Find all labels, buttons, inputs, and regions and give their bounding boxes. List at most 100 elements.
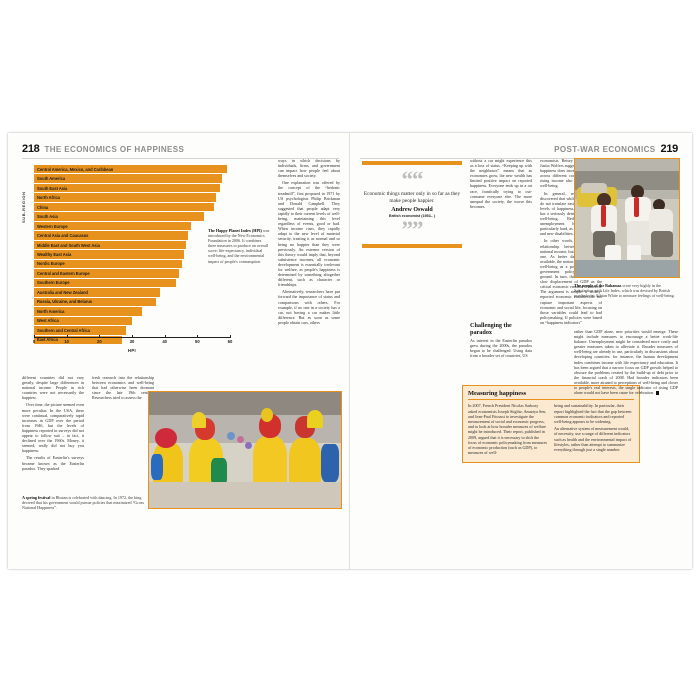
quote-author: Andrew Oswald xyxy=(391,207,433,213)
left-page-body-col1: different countries did not vary greatly… xyxy=(22,375,84,473)
left-running-head: 218 THE ECONOMICS OF HAPPINESS xyxy=(22,141,339,155)
chart-bar-row: Central and Eastern Europe xyxy=(34,269,248,278)
chart-bar-label: Central America, Mexico, and Caribbean xyxy=(37,166,114,172)
body-paragraph: without a car might experience this as a… xyxy=(470,158,532,209)
chart-bar-label: South East Asia xyxy=(37,185,68,191)
body-paragraph: Alternatively, researchers have put forw… xyxy=(278,289,340,325)
axis-tick-label: 50 xyxy=(194,339,200,344)
bhutan-caption-lead: A spring festival xyxy=(22,495,51,500)
measuring-happiness-rule xyxy=(468,399,634,401)
chart-bar-row: Central Asia and Caucasus xyxy=(34,231,248,240)
body-paragraph: In other words, there is some relationsh… xyxy=(540,238,602,325)
chart-bar-row: Russia, Ukraine, and Belarus xyxy=(34,297,248,307)
body-paragraph: fresh research into the relationship bet… xyxy=(92,375,154,401)
body-paragraph: The results of Easterlin's surveys becam… xyxy=(22,455,84,471)
axis-tick-label: 0 xyxy=(32,339,36,344)
right-running-title: POST-WAR ECONOMICS xyxy=(554,145,656,154)
chart-x-axis-label: HPI xyxy=(127,348,137,353)
chart-bar-label: North America xyxy=(37,308,65,314)
left-page-columns: SUB-REGION Central America, Mexico, and … xyxy=(21,165,339,353)
chart-bar: Central America, Mexico, and Caribbean xyxy=(34,165,227,174)
subheading-block: Challenging the paradox As interest in t… xyxy=(470,318,532,360)
left-page-body-col2: fresh research into the relationship bet… xyxy=(92,375,154,402)
measuring-happiness-box: Measuring happiness In 2007, French Pres… xyxy=(462,385,640,464)
right-folio: 219 xyxy=(660,143,679,155)
chart-bar: Russia, Ukraine, and Belarus xyxy=(34,297,157,307)
axis-tick-label: 10 xyxy=(64,339,69,344)
axis-tick-mark xyxy=(197,335,199,338)
axis-tick-mark xyxy=(99,335,101,338)
bahamas-caption-lead: The people of the Bahamas xyxy=(574,283,622,288)
body-paragraph: economists Betsey Stevenson and Justin W… xyxy=(540,158,602,189)
subheading-challenging-the-paradox: Challenging the paradox xyxy=(470,322,512,336)
chart-bar-row: Middle East and South West Asia xyxy=(34,240,248,250)
chart-bar-label: North Africa xyxy=(37,195,60,201)
chart-caption-body: was introduced by the New Economics Foun… xyxy=(208,228,270,264)
axis-ticks: 0 10 20 30 40 50 60 xyxy=(32,335,232,347)
right-page-col1b: As interest in the Easterlin paradox gre… xyxy=(470,338,532,358)
end-of-article-mark xyxy=(656,391,660,395)
chart-bar: Wealthy East Asia xyxy=(34,250,184,259)
chart-bar: Southern and Central Africa xyxy=(34,326,127,335)
chart-bar: South East Asia xyxy=(34,183,221,193)
chart-bar-row: South East Asia xyxy=(34,183,248,193)
bahamas-schoolboys-photo xyxy=(574,158,680,278)
body-paragraph: Over time, the picture seemed even more … xyxy=(22,402,84,454)
right-page: POST-WAR ECONOMICS 219 ““ Economic thing… xyxy=(350,133,692,569)
chart-bar: South Asia xyxy=(34,212,204,221)
chart-bar-label: Western Europe xyxy=(37,223,68,229)
bahamas-caption-body: score very highly in the Satisfaction wi… xyxy=(574,283,675,299)
body-paragraph: rather than GDP alone, new priorities wo… xyxy=(574,329,678,396)
quote-author-role: British economist (1953– ) xyxy=(389,214,435,218)
chart-bar-row: Southern Europe xyxy=(34,278,248,288)
axis-tick-mark xyxy=(164,335,166,338)
chart-bar-row: Western Europe xyxy=(34,221,248,231)
chart-bar-row: East Africa xyxy=(34,335,248,345)
book-spread: 218 THE ECONOMICS OF HAPPINESS SUB-REGIO… xyxy=(8,133,692,569)
chart-bar: Middle East and South West Asia xyxy=(34,240,187,250)
bhutan-festival-photo xyxy=(148,391,342,509)
chart-bar-row: South Asia xyxy=(34,212,248,221)
bahamas-photo-caption: The people of the Bahamas score very hig… xyxy=(574,283,678,298)
quote-close-mark: ”” xyxy=(401,217,424,242)
chart-bars: Central America, Mexico, and Caribbean So… xyxy=(34,165,248,345)
axis-tick-label: 20 xyxy=(96,339,102,344)
chart-caption: The Happy Planet Index (HPI) was introdu… xyxy=(208,228,270,264)
chart-bar: North Africa xyxy=(34,193,217,202)
chart-bar-label: Australia and New Zealand xyxy=(37,289,88,295)
left-folio: 218 xyxy=(22,143,40,155)
chart-bar-row: Central America, Mexico, and Caribbean xyxy=(34,165,248,174)
hpi-bar-chart: SUB-REGION Central America, Mexico, and … xyxy=(21,165,250,353)
measuring-happiness-columns: In 2007, French President Nicolas Sarkoz… xyxy=(468,403,634,457)
chart-bar-label: West Africa xyxy=(37,318,59,324)
chart-bar-label: Central Asia and Caucasus xyxy=(37,233,89,239)
left-page: 218 THE ECONOMICS OF HAPPINESS SUB-REGIO… xyxy=(8,133,350,569)
chart-bar: Nordic Europe xyxy=(34,259,182,269)
measuring-happiness-paragraph: An alternative system of measurement wou… xyxy=(554,426,632,452)
quote-text: Economic things matter only in so far as… xyxy=(363,191,461,204)
axis-tick-mark xyxy=(34,335,35,338)
right-head-rule xyxy=(360,158,678,159)
chart-bar-label: Wealthy East Asia xyxy=(37,252,72,257)
chart-bar-label: Southern and Central Africa xyxy=(37,327,90,333)
chart-bar: West Africa xyxy=(34,316,132,326)
right-page-col1: without a car might experience this as a… xyxy=(470,158,532,211)
left-running-title: THE ECONOMICS OF HAPPINESS xyxy=(44,145,185,154)
body-paragraph: As interest in the Easterlin paradox gre… xyxy=(470,338,532,359)
chart-bar: North America xyxy=(34,307,142,316)
pull-quote: ““ Economic things matter only in so far… xyxy=(362,161,462,256)
chart-bar-row: North Africa xyxy=(34,193,248,202)
measuring-happiness-heading: Measuring happiness xyxy=(468,390,527,397)
chart-bar: Southern Europe xyxy=(34,278,177,288)
axis-tick-mark xyxy=(66,335,68,338)
chart-and-caption-block: SUB-REGION Central America, Mexico, and … xyxy=(21,165,252,353)
measuring-happiness-paragraph: In 2007, French President Nicolas Sarkoz… xyxy=(468,403,548,456)
chart-bar-label: Russia, Ukraine, and Belarus xyxy=(37,299,93,305)
chart-bar-row: Wealthy East Asia xyxy=(34,250,248,259)
right-page-col3: rather than GDP alone, new priorities wo… xyxy=(574,329,678,397)
quote-open-mark: ““ xyxy=(401,167,424,192)
measuring-happiness-col1: In 2007, French President Nicolas Sarkoz… xyxy=(468,403,547,457)
body-paragraph: One explanation was offered by the conce… xyxy=(278,180,340,288)
right-running-head: POST-WAR ECONOMICS 219 xyxy=(360,141,678,155)
body-paragraph: different countries did not vary greatly… xyxy=(22,375,84,401)
